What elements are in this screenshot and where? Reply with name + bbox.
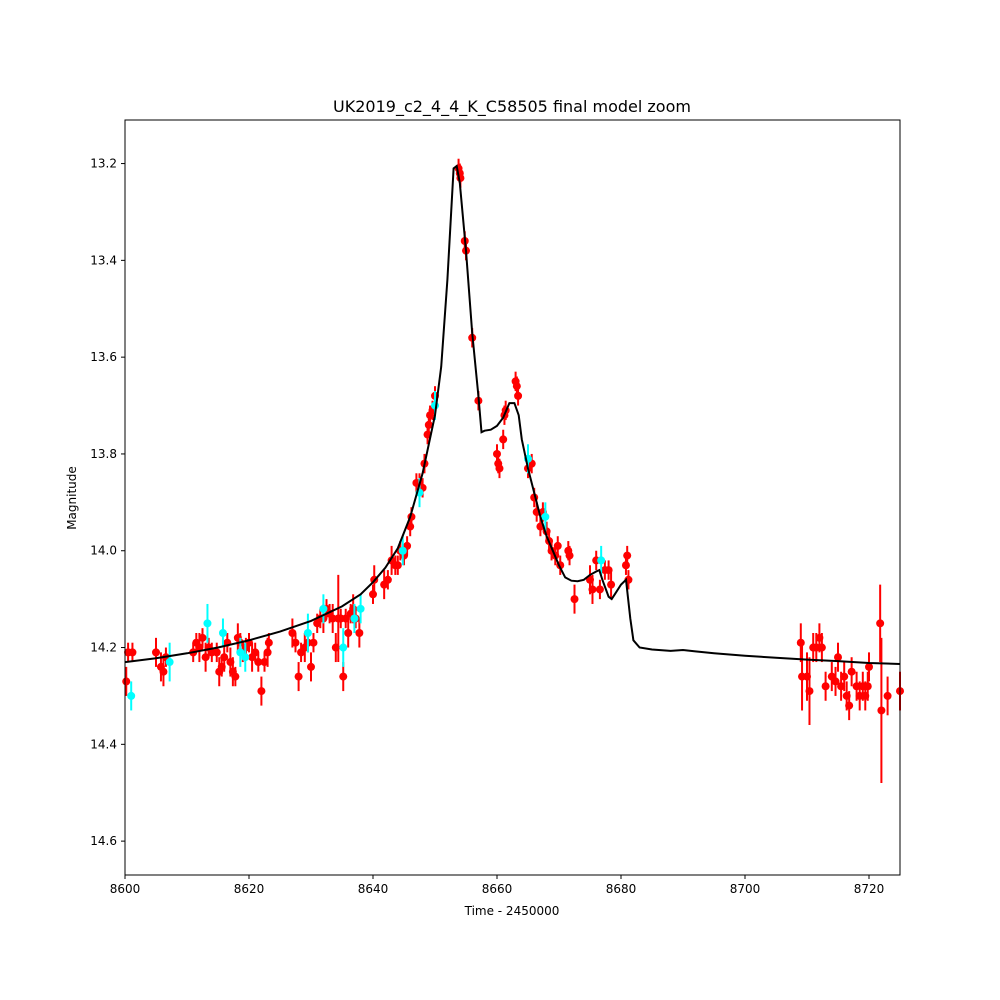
data-point [495, 464, 504, 473]
data-point [251, 648, 260, 657]
data-point [565, 551, 574, 560]
y-tick-label: 14.0 [90, 544, 117, 558]
data-point [817, 643, 826, 652]
data-point [236, 648, 245, 657]
data-point [355, 629, 364, 638]
data-point [254, 658, 263, 667]
data-point [383, 575, 392, 584]
x-tick-label: 8640 [358, 882, 389, 896]
data-point [837, 682, 846, 691]
data-point [883, 691, 892, 700]
data-point [339, 672, 348, 681]
data-point [128, 648, 137, 657]
y-tick-label: 13.2 [90, 157, 117, 171]
data-point [876, 619, 885, 628]
y-tick-label: 13.4 [90, 253, 117, 267]
data-point [319, 604, 328, 613]
cyan-series-points [127, 391, 606, 711]
data-point [812, 643, 821, 652]
data-point [512, 382, 521, 391]
data-point [201, 653, 210, 662]
data-point [847, 667, 856, 676]
y-tick-label: 13.6 [90, 350, 117, 364]
data-point [218, 629, 227, 638]
y-tick-label: 14.6 [90, 834, 117, 848]
data-point [570, 595, 579, 604]
data-point [877, 706, 886, 715]
data-point [398, 546, 407, 555]
y-tick-label: 13.8 [90, 447, 117, 461]
data-point [231, 672, 240, 681]
data-point [339, 643, 348, 652]
data-point [309, 638, 318, 647]
data-point [127, 691, 136, 700]
data-point [260, 658, 269, 667]
data-point [499, 435, 508, 444]
data-point [796, 638, 805, 647]
data-point [805, 687, 814, 696]
data-point [595, 585, 604, 594]
data-point [122, 677, 131, 686]
data-point [831, 677, 840, 686]
data-point [840, 672, 849, 681]
data-point [821, 682, 830, 691]
x-tick-label: 8680 [606, 882, 637, 896]
data-point [607, 580, 616, 589]
data-point [263, 648, 272, 657]
y-tick-label: 14.2 [90, 641, 117, 655]
data-point [303, 629, 312, 638]
data-point [541, 512, 550, 521]
x-tick-label: 8720 [854, 882, 885, 896]
x-axis-label: Time - 2450000 [464, 904, 560, 918]
data-point [588, 585, 597, 594]
data-point [288, 629, 297, 638]
data-point [865, 662, 873, 671]
data-point [852, 682, 861, 691]
data-point [863, 682, 872, 691]
y-tick-label: 14.4 [90, 737, 117, 751]
red-series-points [122, 158, 904, 784]
data-point [195, 643, 204, 652]
plot-area [122, 158, 904, 784]
chart-title: UK2019_c2_4_4_K_C58505 final model zoom [333, 97, 691, 117]
data-point [855, 691, 864, 700]
data-point [393, 561, 402, 570]
x-tick-label: 8700 [730, 882, 761, 896]
data-point [203, 619, 212, 628]
plot-frame [124, 119, 901, 876]
data-point [553, 541, 562, 550]
data-point [514, 391, 523, 400]
x-axis-ticks: 8600 8620 8640 8660 8680 8700 8720 [110, 875, 885, 896]
x-tick-label: 8600 [110, 882, 141, 896]
data-point [344, 629, 353, 638]
data-point [597, 556, 606, 565]
y-axis-label: Magnitude [65, 466, 79, 530]
data-point [220, 653, 229, 662]
data-point [307, 662, 315, 671]
data-point [356, 604, 365, 613]
data-point [834, 653, 842, 662]
data-point [152, 648, 160, 657]
model-curve [124, 164, 901, 665]
data-point [623, 551, 632, 560]
data-point [165, 658, 174, 667]
data-point [845, 701, 854, 710]
data-point [212, 648, 221, 657]
data-point [159, 667, 168, 676]
data-point [291, 638, 300, 647]
data-point [369, 590, 377, 599]
data-point [621, 561, 630, 570]
data-point [257, 687, 266, 696]
y-axis-ticks: 13.2 13.4 13.6 13.8 14.0 14.2 14.4 14.6 [90, 157, 125, 848]
data-point [264, 638, 273, 647]
x-tick-label: 8660 [482, 882, 513, 896]
data-point [198, 633, 207, 642]
data-point [328, 614, 337, 623]
data-point [241, 653, 250, 662]
data-point [294, 672, 303, 681]
data-point [350, 614, 359, 623]
data-point [493, 449, 501, 458]
x-tick-label: 8620 [234, 882, 265, 896]
